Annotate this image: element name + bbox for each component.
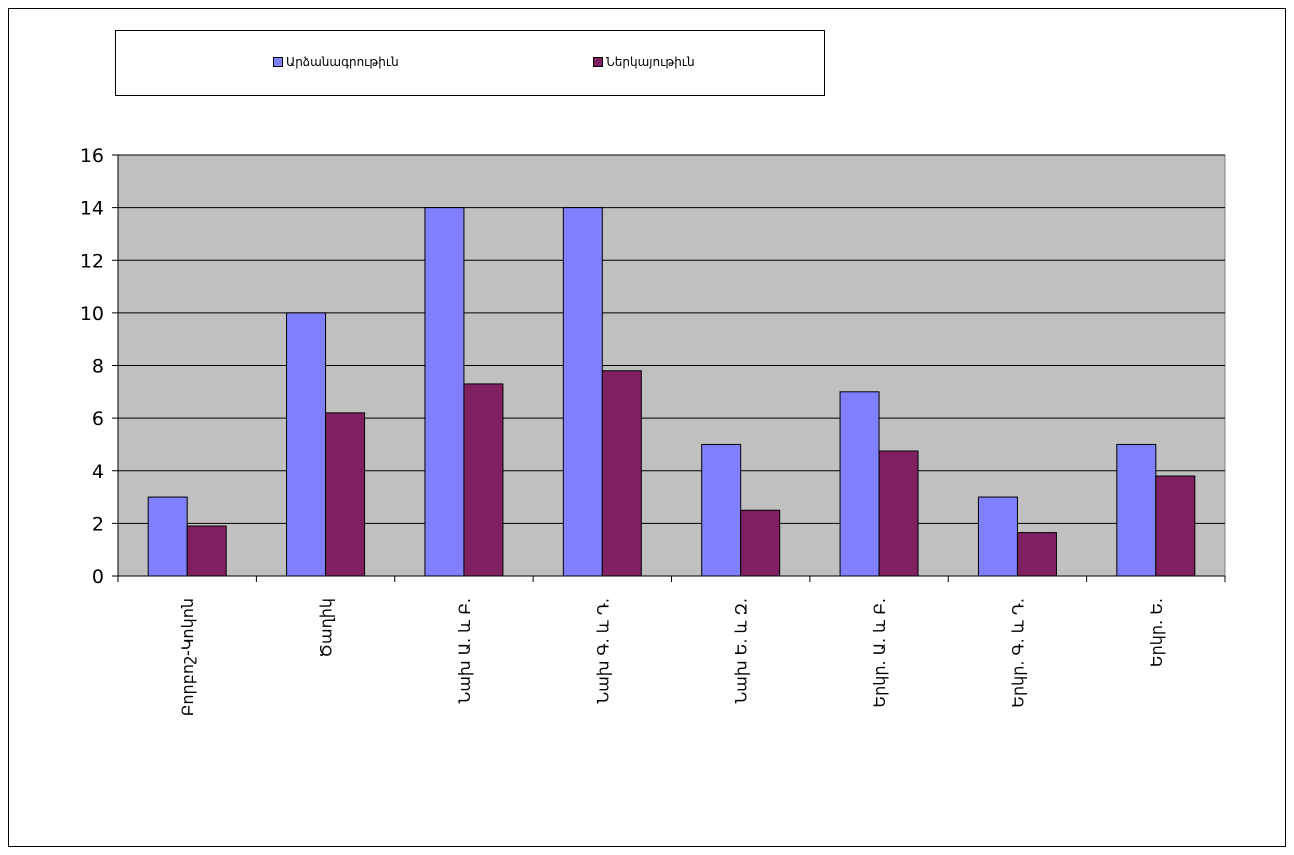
legend: Արձանագրութիւն Ներկայութիւն <box>115 30 825 96</box>
bar-series-1-2 <box>286 312 327 577</box>
x-category-label: Երկր. Ե. <box>1147 598 1166 667</box>
legend-entry-series-1: Արձանագրութիւն <box>273 55 399 69</box>
legend-swatch-series-2 <box>593 57 603 67</box>
y-tick-label: 0 <box>92 566 104 588</box>
y-tick-label: 2 <box>92 513 104 535</box>
legend-swatch-series-1 <box>273 57 283 67</box>
bar-series-1-3 <box>424 207 465 577</box>
y-tick-label: 16 <box>80 145 104 167</box>
y-tick-label: 4 <box>92 461 104 483</box>
bar-series-1-1 <box>147 496 188 577</box>
x-category-label: Երկր. Ա. և Բ. <box>870 598 889 708</box>
x-category-label: Նախ Ա. և Բ. <box>455 598 474 703</box>
bar-series-1-8 <box>1116 443 1157 577</box>
legend-label-series-2: Ներկայութիւն <box>606 55 695 69</box>
y-tick-label: 12 <box>80 250 104 272</box>
x-category-label: Բորբոշ-Կոկոն <box>178 598 197 716</box>
bar-series-1-7 <box>977 496 1018 577</box>
x-category-label: Նախ Ե. և Զ. <box>732 598 751 703</box>
legend-entry-series-2: Ներկայութիւն <box>593 55 695 69</box>
bar-series-2-5 <box>740 509 781 577</box>
legend-label-series-1: Արձանագրութիւն <box>286 55 399 69</box>
x-category-label: Երկր. Գ. և Դ. <box>1008 598 1027 708</box>
x-category-label: Նախ Գ. և Դ. <box>593 598 612 703</box>
bar-series-2-6 <box>878 450 919 577</box>
y-tick-label: 8 <box>92 356 104 378</box>
bar-series-2-2 <box>325 412 366 577</box>
y-tick-label: 6 <box>92 408 104 430</box>
y-tick-label: 14 <box>80 198 104 220</box>
bar-series-2-1 <box>186 525 227 577</box>
x-category-label: Ծաղիկ <box>317 598 336 658</box>
bar-series-1-6 <box>839 391 880 577</box>
bar-series-2-7 <box>1016 532 1057 577</box>
bar-series-2-3 <box>463 383 504 577</box>
bar-series-1-5 <box>701 443 742 577</box>
bar-series-1-4 <box>562 207 603 577</box>
bar-series-2-4 <box>601 370 642 577</box>
y-tick-label: 10 <box>80 303 104 325</box>
bar-series-2-8 <box>1155 475 1196 577</box>
